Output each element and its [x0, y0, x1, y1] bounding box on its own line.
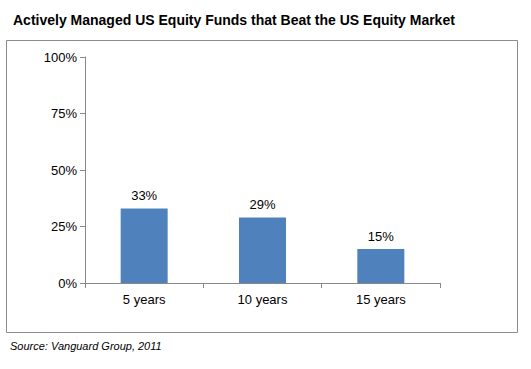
svg-text:0%: 0%	[58, 276, 77, 291]
svg-text:75%: 75%	[51, 106, 77, 121]
svg-text:29%: 29%	[249, 197, 275, 212]
svg-text:100%: 100%	[44, 50, 78, 65]
svg-text:10 years: 10 years	[238, 292, 288, 307]
svg-text:Actively Managed US Equity Fun: Actively Managed US Equity Funds that Be…	[13, 12, 455, 28]
svg-text:15%: 15%	[368, 229, 394, 244]
svg-text:15 years: 15 years	[356, 292, 406, 307]
svg-text:25%: 25%	[51, 219, 77, 234]
svg-text:5 years: 5 years	[123, 292, 166, 307]
svg-text:Source: Vanguard Group, 2011: Source: Vanguard Group, 2011	[10, 340, 162, 352]
svg-text:33%: 33%	[131, 188, 157, 203]
svg-text:50%: 50%	[51, 163, 77, 178]
